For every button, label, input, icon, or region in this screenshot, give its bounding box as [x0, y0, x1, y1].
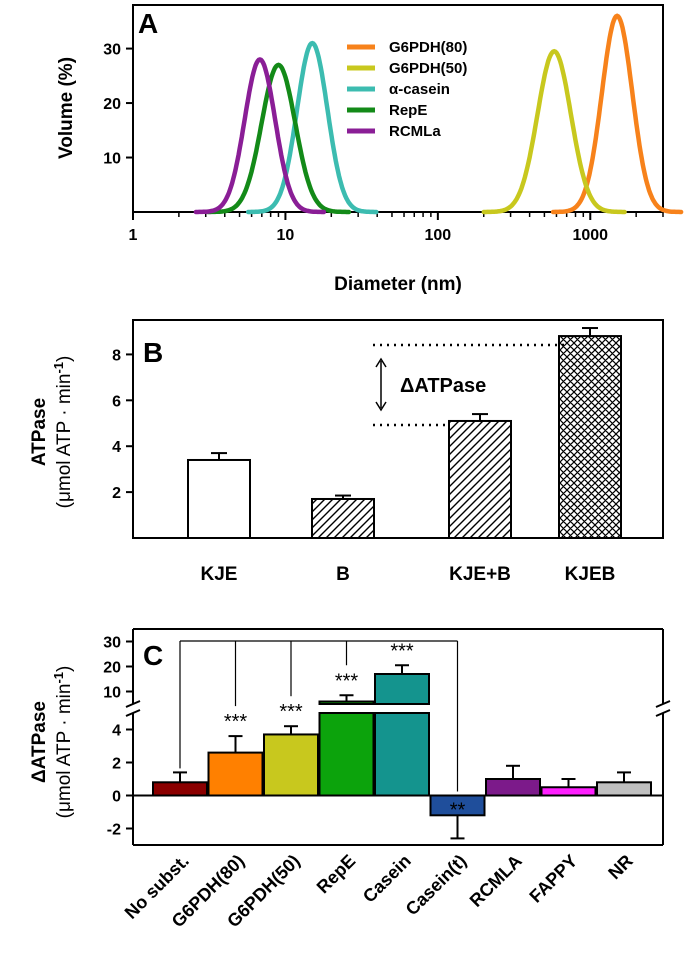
panel-c-significance-label: *** [224, 711, 248, 733]
panel-c-category-label: NR [604, 851, 637, 884]
panel-b-y-axis-label: ATPase (μmol ATP · min-1) [29, 356, 75, 509]
panel-c-bar-repe-upper [318, 700, 375, 705]
panel-a-curve-g6pdh-80- [550, 13, 684, 215]
panel-c-bar-rcmla [485, 778, 541, 797]
panel-a-x-tick-label: 1000 [572, 227, 608, 244]
panel-c-significance-label: *** [279, 701, 303, 723]
panel-b-y-label-line2: (μmol ATP · min-1) [51, 356, 75, 509]
panel-b-category-label: KJE [201, 564, 238, 585]
panel-c-bar-casein [374, 712, 430, 797]
panel-b-letter: B [143, 337, 163, 368]
panel-c-significance-label: *** [335, 670, 359, 692]
panel-c-y-tick-label: 10 [103, 685, 121, 702]
axis-break-icon [655, 709, 671, 717]
panel-c-category-label: RCMLA [466, 851, 526, 911]
panel-a-curve-repe [205, 62, 352, 215]
panel-a-y-axis-label: Volume (%) [56, 57, 77, 159]
panel-c-letter: C [143, 640, 163, 671]
panel-a-curve-rcmla [193, 57, 327, 215]
panel-a-legend-label: G6PDH(80) [389, 39, 467, 56]
panel-c-bar-casein-upper [374, 673, 430, 705]
panel-b-plot-frame [132, 319, 664, 539]
panel-a-y-tick-label: 10 [103, 151, 121, 168]
panel-c-y-label-line1: ΔATPase [29, 701, 50, 783]
panel-c-category-label: FAPPY [525, 851, 581, 907]
panel-c-category-label: Casein [359, 851, 415, 907]
panel-a-y-tick-label: 20 [103, 96, 121, 113]
panel-a-x-tick-label: 10 [277, 227, 295, 244]
panel-a-legend-label: α-casein [389, 81, 450, 98]
panel-c-y-tick-label: 4 [112, 723, 121, 740]
panel-c-y-axis-label: ΔATPase (μmol ATP · min-1) [29, 666, 75, 819]
panel-a-legend-label: RepE [389, 102, 427, 119]
panel-b-bar-kje-b [448, 419, 512, 539]
panel-b-y-tick-label: 4 [112, 439, 121, 456]
panel-c-category-label: RepE [313, 851, 360, 898]
panel-a-curve-g6pdh-50- [481, 48, 627, 215]
panel-c-bar-g6pdh-80 [207, 751, 264, 797]
panel-b-delta-atpase-label: ΔATPase [400, 375, 486, 397]
panel-a-legend-label: RCMLa [389, 123, 441, 140]
panel-a-plot-frame [132, 4, 664, 213]
panel-b-y-tick-label: 6 [112, 393, 121, 410]
panel-c-bar-repe [318, 712, 375, 797]
panel-b-y-tick-label: 8 [112, 347, 121, 364]
panel-a-x-axis-label: Diameter (nm) [334, 274, 462, 295]
panel-c-significance-label: *** [390, 640, 414, 662]
panel-a-legend-label: G6PDH(50) [389, 60, 467, 77]
panel-a-letter: A [138, 8, 158, 39]
axis-break-icon [655, 700, 671, 708]
panel-a-x-tick-label: 1 [129, 227, 138, 244]
panel-a-x-tick-label: 100 [424, 227, 451, 244]
panel-b-bar-b [311, 497, 375, 539]
panel-c-y-label-line2: (μmol ATP · min-1) [51, 666, 75, 819]
panel-c-y-tick-label: 2 [112, 756, 121, 773]
panel-b-category-label: KJEB [565, 564, 616, 585]
axis-break-icon [125, 709, 141, 717]
panel-c-category-label: Casein(t) [402, 851, 471, 920]
panel-c-bar-fappy [540, 786, 597, 797]
panel-c-bar-nr [596, 781, 652, 797]
panel-c-y-tick-label: 20 [103, 660, 121, 677]
panel-b-y-label-line1: ATPase [29, 398, 50, 466]
panel-b-bar-kje [187, 458, 251, 539]
panel-c-y-tick-label: -2 [107, 822, 121, 839]
panel-c-bar-g6pdh-50 [263, 733, 319, 797]
double-arrow-icon [375, 357, 387, 412]
axis-break-icon [125, 700, 141, 708]
panel-b-bar-kjeb [558, 335, 622, 540]
panel-a: A 1 10 100 1000 10 20 30 G6PDH(80) G6PDH(50) α-c… [56, 4, 684, 295]
panel-b-y-tick-label: 2 [112, 485, 121, 502]
panel-a-curve--casein [245, 40, 379, 215]
panel-c-significance-label: ** [450, 799, 466, 821]
panel-c-y-tick-label: 0 [112, 789, 121, 806]
panel-b-category-label: B [336, 564, 350, 585]
panel-c-bar-no-subst [152, 781, 208, 797]
panel-c-y-tick-label: 30 [103, 635, 121, 652]
panel-a-y-tick-label: 30 [103, 42, 121, 59]
panel-b-category-label: KJE+B [449, 564, 511, 585]
